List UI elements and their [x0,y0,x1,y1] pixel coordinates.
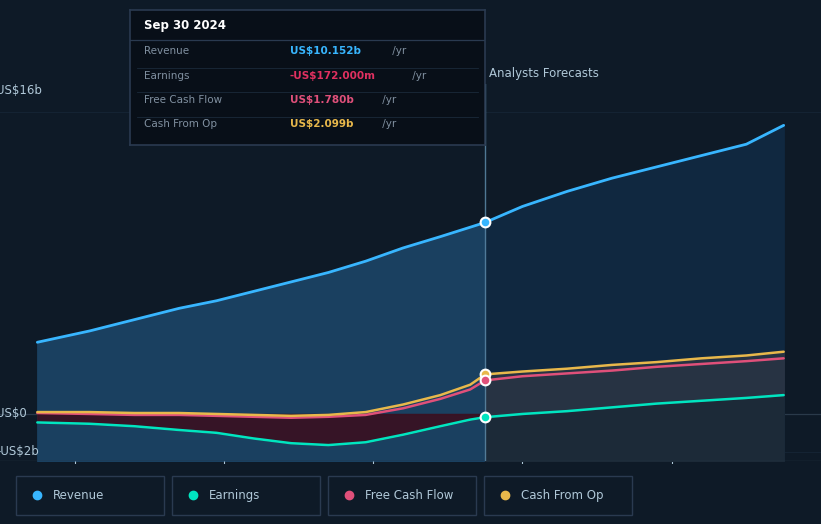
Text: /yr: /yr [409,71,426,81]
Text: Free Cash Flow: Free Cash Flow [365,489,454,502]
Text: US$2.099b: US$2.099b [290,119,353,129]
Text: Earnings: Earnings [209,489,261,502]
Text: Cash From Op: Cash From Op [144,119,218,129]
Text: Cash From Op: Cash From Op [521,489,603,502]
Text: /yr: /yr [379,119,397,129]
Text: US$16b: US$16b [0,84,42,97]
Text: US$1.780b: US$1.780b [290,95,354,105]
Text: Analysts Forecasts: Analysts Forecasts [489,67,599,80]
Text: Sep 30 2024: Sep 30 2024 [144,19,227,32]
Text: Revenue: Revenue [53,489,105,502]
Text: Earnings: Earnings [144,71,190,81]
Text: Revenue: Revenue [144,47,190,57]
Text: US$0: US$0 [0,408,26,420]
Text: /yr: /yr [379,95,397,105]
Text: Past: Past [456,67,481,80]
Text: -US$172.000m: -US$172.000m [290,71,376,81]
Text: -US$2b: -US$2b [0,445,39,458]
Text: US$10.152b: US$10.152b [290,47,360,57]
FancyBboxPatch shape [16,476,164,515]
Text: Free Cash Flow: Free Cash Flow [144,95,222,105]
FancyBboxPatch shape [484,476,632,515]
FancyBboxPatch shape [328,476,476,515]
Text: /yr: /yr [389,47,406,57]
FancyBboxPatch shape [172,476,320,515]
